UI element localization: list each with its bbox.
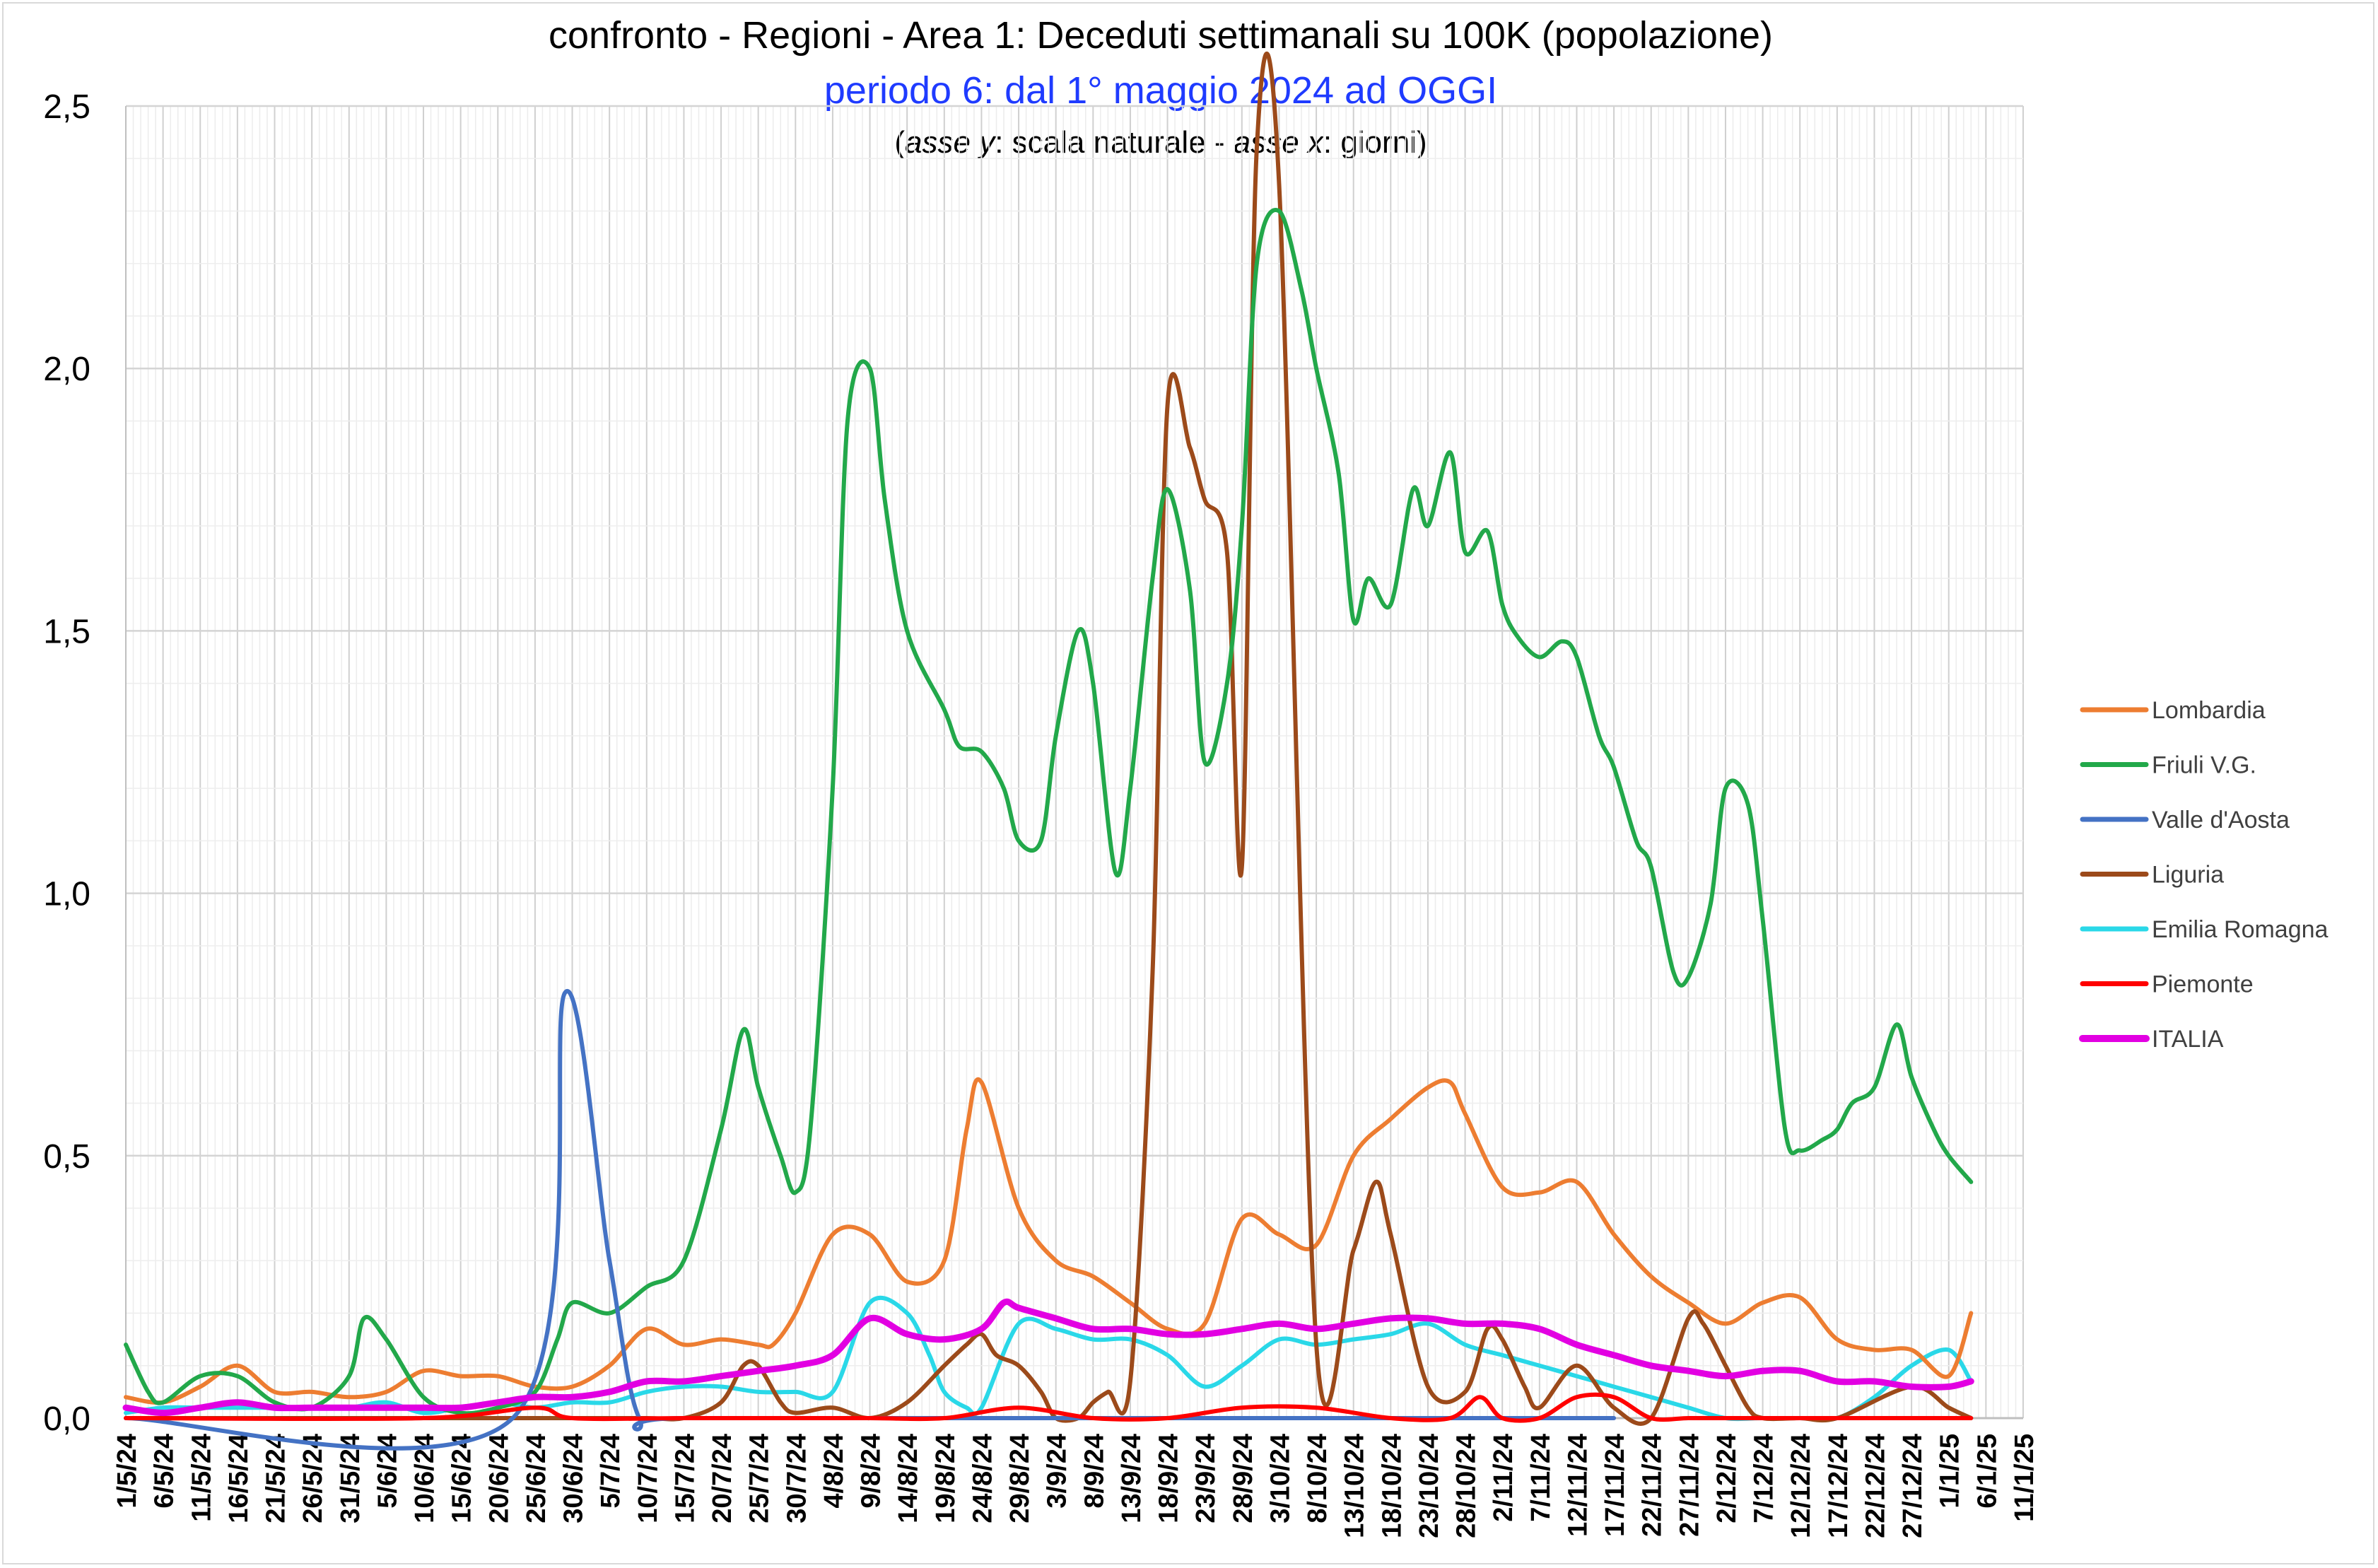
x-tick-label: 10/7/24 [633, 1434, 663, 1523]
chart-subtitle: periodo 6: dal 1° maggio 2024 ad OGGI [824, 69, 1497, 112]
x-tick-label: 25/6/24 [522, 1434, 551, 1523]
x-tick-label: 28/9/24 [1229, 1434, 1258, 1523]
series-line-italia [122, 1298, 1974, 1417]
x-tick-label: 3/9/24 [1043, 1434, 1072, 1509]
x-tick-label: 15/6/24 [447, 1434, 477, 1523]
y-tick-label: 1,0 [43, 876, 90, 913]
x-tick-label: 12/11/24 [1563, 1434, 1593, 1537]
series-line-lombardia [124, 1077, 1974, 1405]
x-tick-label: 27/12/24 [1898, 1434, 1928, 1538]
y-axis-ticks: 0,0 0,5 1,0 1,5 2,0 2,5 [43, 88, 90, 1438]
x-tick-label: 12/12/24 [1786, 1434, 1816, 1538]
x-tick-label: 28/10/24 [1452, 1434, 1482, 1538]
x-tick-label: 27/11/24 [1675, 1434, 1704, 1537]
legend-label: Emilia Romagna [2152, 916, 2329, 943]
x-tick-label: 1/5/24 [112, 1434, 142, 1509]
axis-note-y: asse y [905, 125, 997, 160]
x-tick-label: 15/7/24 [670, 1434, 700, 1523]
x-tick-label: 19/8/24 [931, 1434, 961, 1523]
x-tick-label: 13/10/24 [1340, 1434, 1370, 1538]
x-tick-label: 6/1/25 [1972, 1434, 2002, 1509]
x-tick-label: 16/5/24 [224, 1434, 254, 1523]
x-tick-label: 22/11/24 [1638, 1434, 1668, 1537]
x-tick-label: 30/7/24 [782, 1434, 812, 1523]
axis-note-end: : giorni) [1323, 125, 1427, 160]
x-tick-label: 4/8/24 [819, 1434, 849, 1509]
x-axis-ticks: 1/5/24 6/5/24 11/5/24 16/5/24 21/5/24 26/5/24… [112, 1434, 2039, 1538]
x-tick-label: 2/12/24 [1712, 1434, 1742, 1523]
x-tick-label: 11/5/24 [187, 1434, 216, 1522]
legend: Lombardia Friuli V.G. Valle d'Aosta Liguria… [2079, 697, 2329, 1053]
major-gridlines [125, 105, 2023, 1420]
x-tick-label: 26/5/24 [298, 1434, 328, 1523]
legend-label: Liguria [2152, 862, 2224, 889]
x-tick-label: 22/12/24 [1861, 1434, 1890, 1538]
x-tick-label: 13/9/24 [1117, 1434, 1147, 1523]
x-tick-label: 21/5/24 [262, 1434, 291, 1523]
x-tick-label: 7/11/24 [1526, 1434, 1556, 1522]
chart-title: confronto - Regioni - Area 1: Deceduti s… [549, 14, 1773, 57]
x-tick-label: 20/6/24 [484, 1434, 514, 1523]
axis-note-mid: : scala naturale - [995, 125, 1234, 160]
series-lines [122, 52, 1974, 1451]
x-tick-label: 24/8/24 [968, 1434, 997, 1523]
y-tick-label: 2,0 [43, 351, 90, 388]
legend-label: ITALIA [2152, 1026, 2224, 1053]
x-tick-label: 30/6/24 [559, 1434, 589, 1523]
legend-label: Lombardia [2152, 697, 2266, 724]
x-tick-label: 9/8/24 [857, 1434, 886, 1509]
legend-label: Valle d'Aosta [2152, 807, 2290, 833]
x-tick-label: 3/10/24 [1265, 1434, 1295, 1523]
x-tick-label: 17/12/24 [1824, 1434, 1853, 1538]
y-tick-label: 1,5 [43, 613, 90, 650]
minor-gridlines [125, 106, 2024, 1418]
x-tick-label: 23/10/24 [1414, 1434, 1444, 1538]
series-line-valle-d-aosta [124, 988, 1617, 1451]
x-tick-label: 23/9/24 [1191, 1434, 1221, 1523]
series-line-liguria [124, 52, 1974, 1426]
y-tick-label: 2,5 [43, 88, 90, 126]
x-tick-label: 18/9/24 [1154, 1434, 1184, 1523]
x-tick-label: 7/12/24 [1750, 1434, 1779, 1523]
x-tick-label: 8/9/24 [1079, 1434, 1109, 1509]
x-tick-label: 25/7/24 [745, 1434, 775, 1523]
x-tick-label: 5/6/24 [373, 1434, 402, 1509]
y-tick-label: 0,5 [43, 1138, 90, 1176]
y-tick-label: 0,0 [43, 1400, 90, 1438]
x-tick-label: 14/8/24 [894, 1434, 923, 1523]
series-line-friuli-v-g- [124, 208, 1974, 1416]
legend-label: Friuli V.G. [2152, 752, 2256, 779]
x-tick-label: 20/7/24 [708, 1434, 737, 1523]
x-tick-label: 18/10/24 [1377, 1434, 1407, 1538]
legend-label: Piemonte [2152, 971, 2254, 998]
x-tick-label: 1/1/25 [1935, 1434, 1965, 1509]
x-tick-label: 17/11/24 [1600, 1434, 1630, 1537]
series-line-piemonte [124, 1392, 1974, 1423]
x-tick-label: 11/1/25 [2010, 1434, 2039, 1522]
x-tick-label: 2/11/24 [1489, 1434, 1518, 1522]
x-tick-label: 8/10/24 [1303, 1434, 1332, 1523]
x-tick-label: 6/5/24 [150, 1434, 180, 1509]
x-tick-label: 29/8/24 [1005, 1434, 1035, 1523]
x-tick-label: 5/7/24 [596, 1434, 626, 1509]
